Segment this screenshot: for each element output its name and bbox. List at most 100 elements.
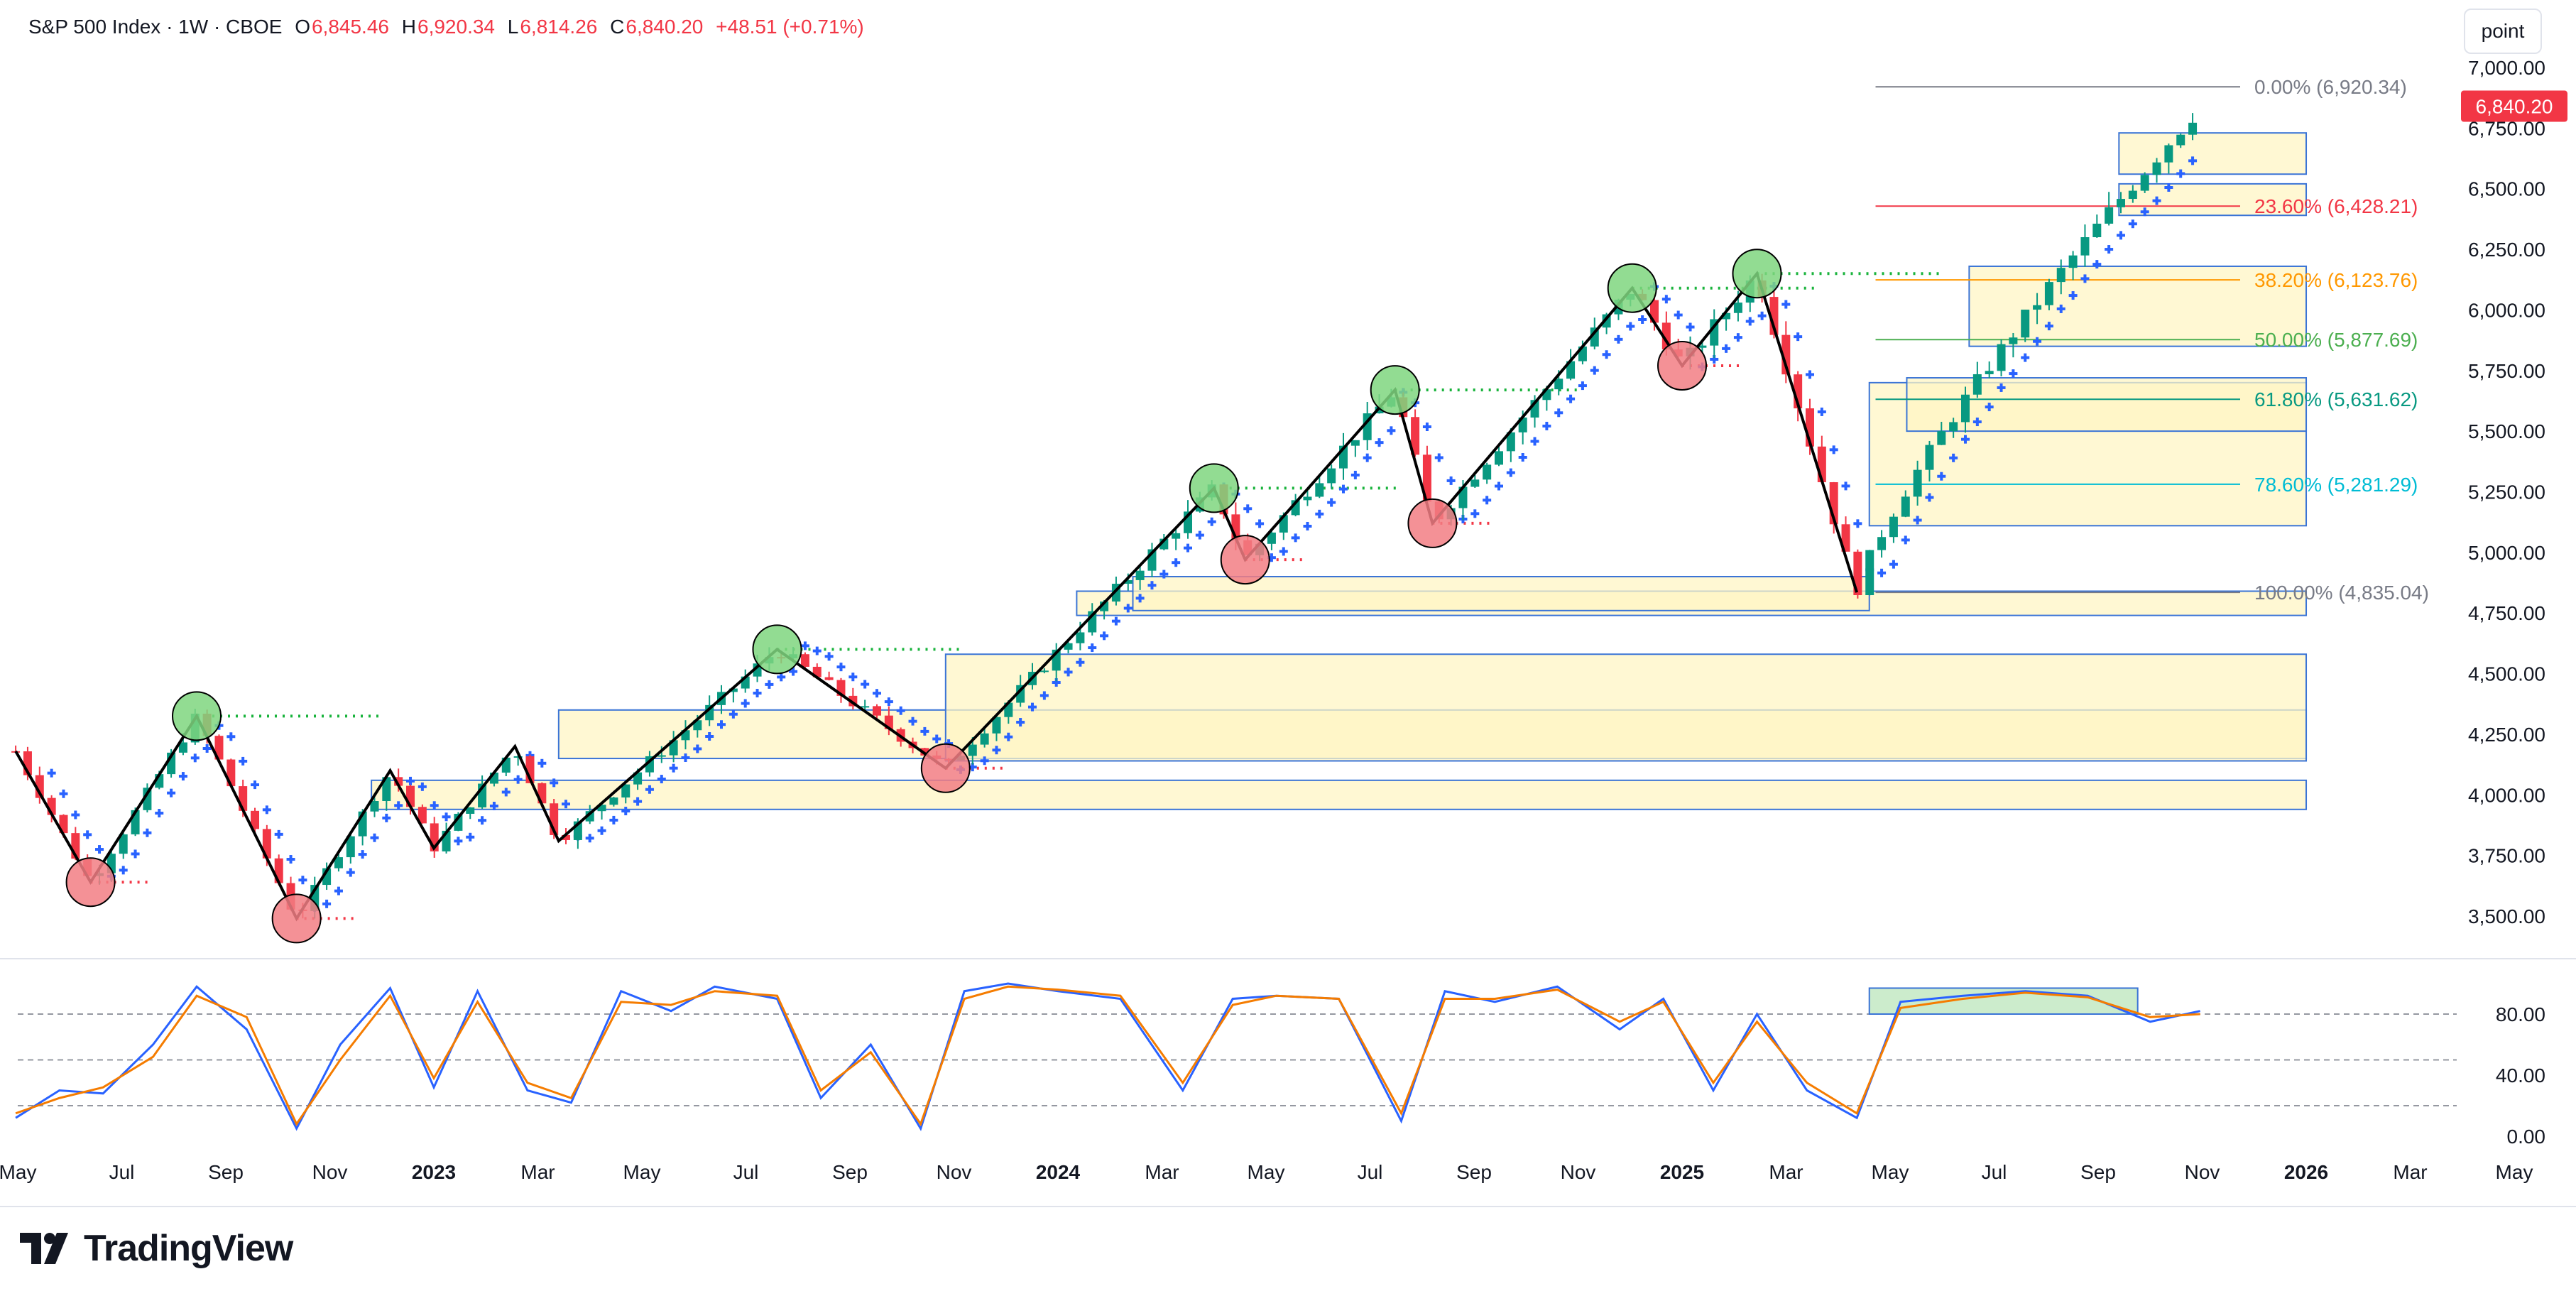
open-label: O bbox=[295, 16, 310, 38]
ma-cross-marker bbox=[2152, 196, 2161, 205]
candle-body bbox=[2116, 199, 2125, 207]
candle-body bbox=[466, 807, 475, 814]
high-label: H bbox=[401, 16, 416, 38]
candle bbox=[2056, 259, 2065, 295]
fib-level-label: 100.00% (4,835.04) bbox=[2254, 582, 2429, 604]
price-axis-tick: 3,500.00 bbox=[2468, 905, 2545, 927]
time-axis[interactable]: May Jul Sep Nov 2023 Mar May Jul Sep Nov 2024 Mar Ma… bbox=[0, 0, 2576, 1207]
candle bbox=[2188, 113, 2198, 141]
candle bbox=[669, 731, 678, 763]
candle-body bbox=[178, 742, 187, 753]
ma-cross-marker bbox=[1111, 616, 1120, 626]
candle bbox=[1303, 490, 1312, 506]
candle-body bbox=[143, 788, 152, 810]
ma-cross-marker bbox=[59, 789, 68, 798]
candle-body bbox=[382, 777, 391, 802]
ma-cross-marker bbox=[705, 732, 714, 741]
candle bbox=[251, 807, 260, 834]
candle-body bbox=[2188, 122, 2198, 135]
ma-cross-marker bbox=[202, 744, 212, 753]
swing-high-marker bbox=[1189, 463, 1239, 513]
candle-body bbox=[1960, 394, 1970, 423]
candle-body bbox=[968, 744, 977, 756]
ma-cross-marker bbox=[824, 652, 834, 661]
ma-cross-marker bbox=[1064, 668, 1073, 677]
candle-body bbox=[657, 755, 666, 757]
candle-body bbox=[1458, 486, 1468, 508]
candle bbox=[609, 797, 618, 807]
swing-low-marker bbox=[1657, 340, 1708, 391]
ma-cross-marker bbox=[1004, 732, 1013, 741]
ma-cross-marker bbox=[442, 812, 451, 822]
price-axis-tick: 7,000.00 bbox=[2468, 57, 2545, 79]
price-chart[interactable]: 0.00% (6,920.34) 23.60% (6,428.21) 38.20% … bbox=[0, 0, 2576, 966]
ma-cross-marker bbox=[1016, 718, 1025, 727]
ma-cross-marker bbox=[454, 837, 463, 846]
price-axis-tick: 4,750.00 bbox=[2468, 602, 2545, 624]
ma-cross-marker bbox=[322, 899, 332, 908]
ma-cross-marker bbox=[298, 876, 307, 885]
candle-body bbox=[1495, 451, 1504, 465]
ma-cross-marker bbox=[334, 886, 343, 895]
ma-cross-marker bbox=[1590, 366, 1599, 375]
candle-body bbox=[1841, 524, 1850, 552]
ma-cross-marker bbox=[1781, 300, 1791, 309]
ma-cross-marker bbox=[47, 768, 56, 778]
high-value: 6,920.34 bbox=[417, 16, 495, 38]
ma-cross-marker bbox=[143, 828, 152, 837]
ma-cross-marker bbox=[1997, 383, 2006, 392]
time-axis-tick: Sep bbox=[208, 1161, 244, 1183]
last-price-badge bbox=[2461, 90, 2567, 122]
ma-cross-marker bbox=[1172, 558, 1181, 567]
ma-cross-marker bbox=[1925, 493, 1934, 502]
ma-cross-marker bbox=[1901, 535, 1910, 545]
candle bbox=[980, 727, 989, 748]
open-value: 6,845.46 bbox=[311, 16, 389, 38]
ma-cross-marker bbox=[1722, 344, 1731, 353]
candle bbox=[35, 766, 44, 804]
time-axis-tick: Nov bbox=[1561, 1161, 1596, 1183]
candle bbox=[2152, 158, 2161, 183]
change-value: +48.51 (+0.71%) bbox=[716, 16, 864, 38]
ma-cross-marker bbox=[2188, 156, 2198, 165]
candle-body bbox=[562, 834, 571, 840]
candle-body bbox=[861, 706, 870, 708]
price-axis-tick: 5,500.00 bbox=[2468, 420, 2545, 442]
swing-high-marker bbox=[752, 624, 802, 675]
ma-cross-marker bbox=[167, 788, 176, 797]
candle-body bbox=[1937, 431, 1946, 445]
candle-body bbox=[214, 736, 224, 760]
stoch-axis-tick: 80.00 bbox=[2496, 1003, 2545, 1025]
ma-cross-marker bbox=[358, 850, 367, 859]
candle-body bbox=[1506, 432, 1515, 452]
time-axis-tick: Nov bbox=[2185, 1161, 2220, 1183]
stochastic-panel[interactable]: 0.00 40.00 80.00 bbox=[0, 0, 2576, 1179]
candle bbox=[119, 830, 128, 859]
ma-cross-marker bbox=[2092, 260, 2102, 269]
candle bbox=[334, 854, 343, 872]
close-label: C bbox=[610, 16, 625, 38]
ma-cross-marker bbox=[1805, 370, 1814, 379]
swing-low-marker bbox=[920, 743, 971, 793]
symbol-name[interactable]: S&P 500 Index · 1W · CBOE bbox=[28, 16, 283, 38]
ma-cross-marker bbox=[1195, 530, 1204, 540]
time-axis-tick: 2023 bbox=[412, 1161, 456, 1183]
ma-cross-marker bbox=[1530, 437, 1539, 446]
candle bbox=[1937, 421, 1946, 445]
candle bbox=[992, 714, 1001, 741]
scale-mode-button[interactable]: point bbox=[2464, 9, 2542, 54]
ma-cross-marker bbox=[800, 641, 809, 650]
candle-body bbox=[1350, 440, 1360, 446]
ma-cross-marker bbox=[394, 801, 403, 810]
candle-body bbox=[800, 654, 809, 667]
ma-cross-marker bbox=[1350, 470, 1360, 479]
ma-cross-marker bbox=[466, 832, 475, 842]
candle-body bbox=[2021, 310, 2030, 338]
ma-cross-marker bbox=[537, 758, 547, 768]
ma-cross-marker bbox=[370, 833, 379, 842]
ma-cross-marker bbox=[1542, 421, 1551, 430]
fib-level-label: 78.60% (5,281.29) bbox=[2254, 474, 2418, 496]
candle bbox=[1411, 409, 1420, 457]
candle-body bbox=[1698, 345, 1707, 348]
tradingview-logo[interactable]: TradingView bbox=[20, 1227, 293, 1270]
